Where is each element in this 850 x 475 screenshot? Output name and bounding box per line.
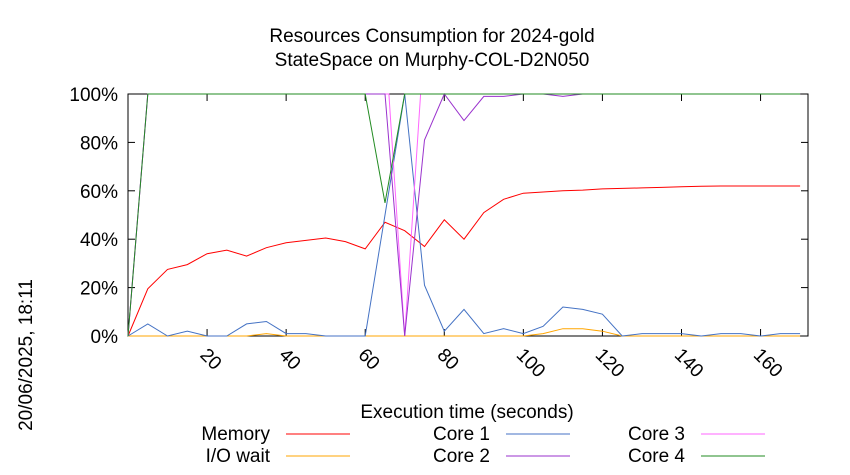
chart-title: Resources Consumption for 2024-gold xyxy=(269,26,594,47)
y-tick-label: 100% xyxy=(69,85,118,106)
y-axis: 0% 20% 40% 60% 80% 100% xyxy=(69,85,808,348)
legend-label: Core 2 xyxy=(433,446,490,467)
x-tick-label: 60 xyxy=(354,345,384,375)
legend-label: I/O wait xyxy=(206,446,271,467)
x-tick-label: 20 xyxy=(196,345,226,375)
legend-label: Core 3 xyxy=(628,424,685,445)
chart-subtitle: StateSpace on Murphy-COL-D2N050 xyxy=(275,50,590,71)
y-tick-label: 40% xyxy=(80,230,118,251)
series-line-core-1 xyxy=(127,93,801,337)
x-tick-label: 40 xyxy=(275,345,305,375)
timestamp-label: 20/06/2025, 18:11 xyxy=(16,279,37,431)
series-line-memory xyxy=(127,185,801,337)
y-tick-label: 20% xyxy=(80,279,118,300)
x-tick-label: 140 xyxy=(670,345,707,382)
x-tick-label: 80 xyxy=(433,345,463,375)
y-tick-label: 60% xyxy=(80,182,118,203)
series-line-core-2 xyxy=(127,93,801,337)
x-axis-label: Execution time (seconds) xyxy=(360,402,573,423)
x-tick-label: 120 xyxy=(591,345,628,382)
plot-frame xyxy=(127,93,809,337)
series-lines xyxy=(127,93,801,337)
series-line-core-3 xyxy=(127,93,801,337)
legend-label: Core 1 xyxy=(433,424,490,445)
x-tick-label: 160 xyxy=(749,345,786,382)
series-line-i-o-wait xyxy=(128,328,801,337)
x-axis: 20 40 60 80 100 120 140 160 xyxy=(196,94,786,382)
y-tick-label: 0% xyxy=(91,327,119,348)
legend-label: Core 4 xyxy=(628,446,685,467)
y-tick-label: 80% xyxy=(80,133,118,154)
series-line-core-4 xyxy=(127,93,801,337)
x-tick-label: 100 xyxy=(512,345,549,382)
legend-label: Memory xyxy=(201,424,270,445)
